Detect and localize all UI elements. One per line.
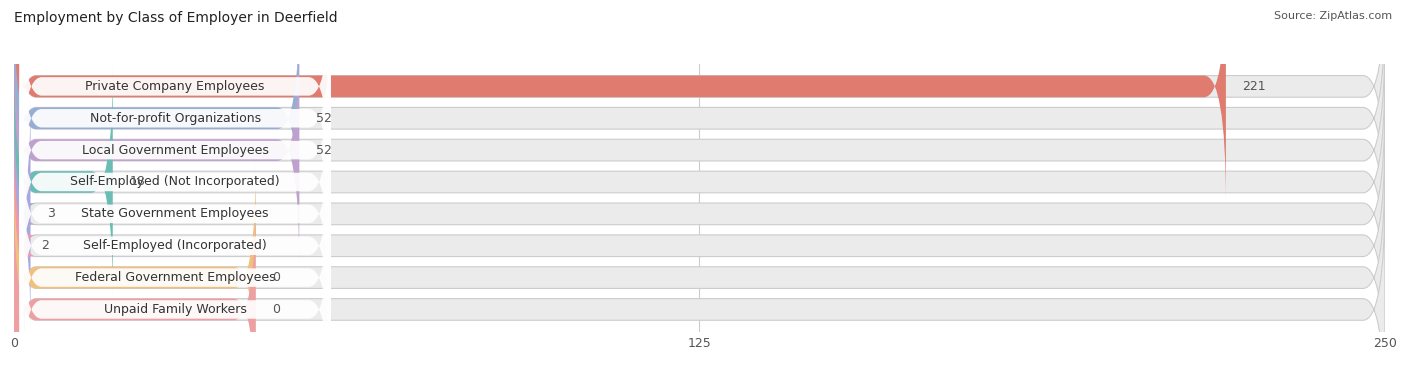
Text: Local Government Employees: Local Government Employees (82, 144, 269, 156)
Text: Unpaid Family Workers: Unpaid Family Workers (104, 303, 246, 316)
FancyBboxPatch shape (14, 34, 299, 267)
Text: Source: ZipAtlas.com: Source: ZipAtlas.com (1274, 11, 1392, 21)
FancyBboxPatch shape (14, 2, 299, 235)
FancyBboxPatch shape (14, 0, 1226, 203)
Text: 3: 3 (46, 207, 55, 221)
FancyBboxPatch shape (20, 127, 330, 364)
FancyBboxPatch shape (14, 193, 256, 377)
FancyBboxPatch shape (14, 65, 1385, 299)
FancyBboxPatch shape (14, 129, 1385, 362)
FancyBboxPatch shape (14, 2, 1385, 235)
FancyBboxPatch shape (14, 65, 112, 299)
FancyBboxPatch shape (20, 191, 330, 377)
Text: State Government Employees: State Government Employees (82, 207, 269, 221)
FancyBboxPatch shape (14, 161, 256, 377)
FancyBboxPatch shape (14, 161, 1385, 377)
Text: Federal Government Employees: Federal Government Employees (75, 271, 276, 284)
FancyBboxPatch shape (14, 97, 1385, 331)
Text: Not-for-profit Organizations: Not-for-profit Organizations (90, 112, 260, 125)
Text: Private Company Employees: Private Company Employees (86, 80, 264, 93)
Text: 221: 221 (1243, 80, 1265, 93)
FancyBboxPatch shape (3, 129, 37, 362)
FancyBboxPatch shape (20, 0, 330, 236)
Text: Self-Employed (Not Incorporated): Self-Employed (Not Incorporated) (70, 175, 280, 188)
FancyBboxPatch shape (8, 97, 37, 331)
Text: 52: 52 (316, 144, 332, 156)
FancyBboxPatch shape (20, 0, 330, 205)
Text: 0: 0 (273, 303, 280, 316)
FancyBboxPatch shape (20, 159, 330, 377)
Text: 2: 2 (42, 239, 49, 252)
Text: 52: 52 (316, 112, 332, 125)
Text: 18: 18 (129, 175, 145, 188)
FancyBboxPatch shape (14, 193, 1385, 377)
FancyBboxPatch shape (20, 32, 330, 268)
Text: 0: 0 (273, 271, 280, 284)
FancyBboxPatch shape (20, 96, 330, 332)
FancyBboxPatch shape (20, 64, 330, 300)
FancyBboxPatch shape (14, 34, 1385, 267)
Text: Self-Employed (Incorporated): Self-Employed (Incorporated) (83, 239, 267, 252)
FancyBboxPatch shape (14, 0, 1385, 203)
Text: Employment by Class of Employer in Deerfield: Employment by Class of Employer in Deerf… (14, 11, 337, 25)
